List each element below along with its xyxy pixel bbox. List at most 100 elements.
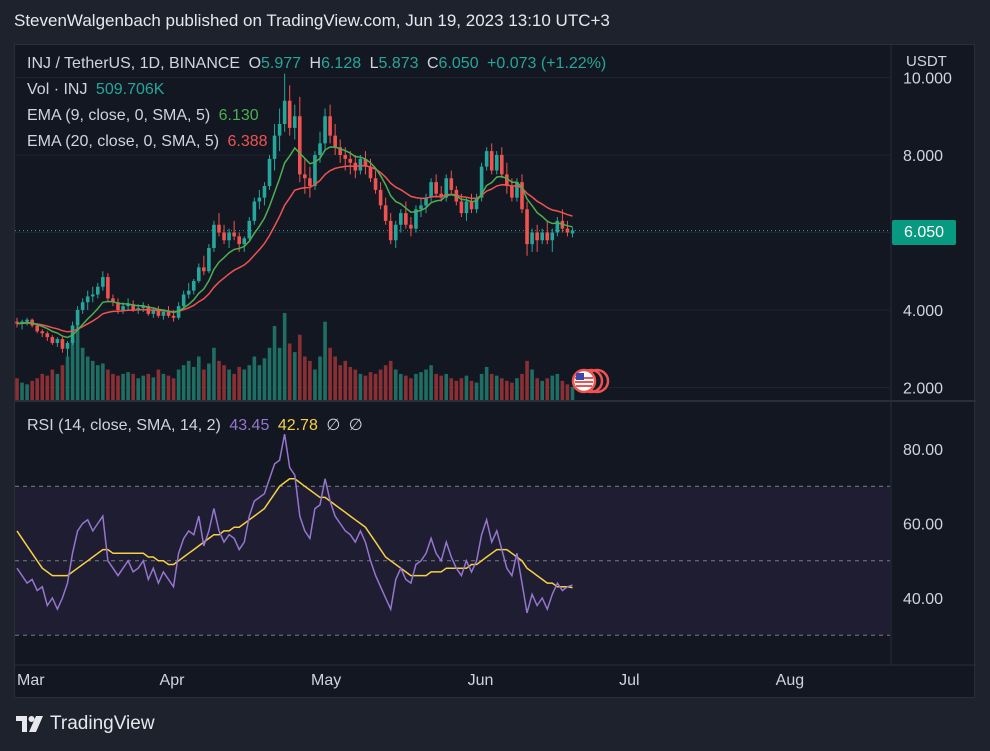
volume-bar [419,372,423,400]
volume-bar [232,373,236,400]
candle-body [212,224,216,248]
volume-bar [191,366,196,400]
volume-legend[interactable]: Vol · INJ 509.706K [27,81,168,99]
symbol-label[interactable]: INJ / TetherUS, 1D, BINANCE [27,55,241,72]
candle-body [419,205,423,210]
candle-body [550,232,555,241]
ema20-legend[interactable]: EMA (20, close, 0, SMA, 5) 6.388 [27,133,272,151]
volume-label: Vol · INJ [27,81,88,98]
volume-bar [484,366,489,400]
candle-body [535,232,539,241]
volume-bar [35,378,39,400]
time-axis-label: May [311,672,341,689]
candle-body [464,201,469,214]
ema20-line [16,164,573,333]
candle-body [414,209,418,229]
volume-bar [439,375,443,400]
candle-body [287,100,292,128]
candle-body [252,201,257,221]
candle-body [505,174,509,186]
candle-body [429,182,433,198]
volume-bar [272,326,277,400]
candle-body [489,151,494,171]
volume-bar [333,356,337,400]
volume-bar [131,373,135,400]
us-flag-icon[interactable] [571,368,611,394]
volume-bar [171,378,176,400]
candle-body [227,232,231,241]
rsi-ma-value: 42.78 [277,417,318,434]
rsi-value: 43.45 [229,417,270,434]
brand-name: TradingView [50,713,155,734]
symbol-legend[interactable]: INJ / TetherUS, 1D, BINANCE O5.977 H6.12… [27,55,610,73]
ema9-line [16,146,573,339]
volume-bar [510,382,514,400]
volume-bar [515,378,519,400]
volume-bar [156,369,161,400]
rsi-legend[interactable]: RSI (14, close, SMA, 14, 2) 43.45 42.78 … [27,415,367,435]
open-label: O [248,55,262,72]
high-label: H [309,55,322,72]
volume-bar [50,369,55,400]
candle-body [85,296,90,303]
volume-bar [146,373,151,400]
volume-bar [545,378,550,400]
candle-body [166,311,171,316]
candle-body [328,116,332,136]
volume-bar [399,373,403,400]
brand-footer[interactable]: TradingView [16,713,155,735]
volume-bar [388,360,393,400]
candle-body [343,155,348,159]
rsi-extra-2: ∅ [348,417,363,434]
candle-body [570,230,575,234]
candle-body [75,310,80,326]
rsi-axis-tick: 60.00 [903,517,943,534]
time-axis-label: Jun [468,672,494,689]
candle-body [242,238,247,245]
volume-bar [257,365,262,400]
volume-bar [328,347,332,400]
candle-body [35,325,39,332]
ema9-label: EMA (9, close, 0, SMA, 5) [27,107,211,124]
ema9-legend[interactable]: EMA (9, close, 0, SMA, 5) 6.130 [27,107,263,125]
volume-bar [20,382,24,400]
volume-bar [126,372,130,400]
volume-bar [292,352,297,400]
volume-bar [479,373,484,400]
candle-body [530,232,534,245]
volume-bar [363,375,368,400]
volume-value: 509.706K [95,81,165,98]
volume-bar [525,360,529,400]
candle-body [388,220,393,241]
volume-bar [409,378,413,400]
volume-bar [237,366,241,400]
volume-bar [166,375,171,400]
candle-body [45,333,50,338]
volume-bar [277,347,282,400]
volume-bar [298,334,302,400]
candle-body [96,286,100,295]
candle-body [262,186,267,198]
candle-body [186,290,191,295]
time-axis-label: Jul [619,672,639,689]
tradingview-logo-icon [16,716,43,732]
volume-bar [464,375,469,400]
volume-bar [247,365,252,400]
volume-bar [202,369,206,400]
candle-body [40,331,45,334]
volume-bar [414,373,418,400]
volume-bar [40,373,45,400]
volume-bar [70,339,75,400]
volume-bar [121,373,125,400]
chart-area[interactable]: 10.0008.0006.0004.0002.00080.0060.0040.0… [14,44,976,699]
volume-bar [282,313,287,400]
volume-bar [136,378,140,400]
volume-bar [368,372,373,400]
volume-bar [535,378,539,400]
volume-bar [454,380,459,400]
rsi-line [16,433,573,614]
candle-body [393,224,398,241]
chart-canvas[interactable]: 10.0008.0006.0004.0002.00080.0060.0040.0… [15,45,976,699]
volume-bar [45,375,50,400]
volume-bar [106,369,110,400]
